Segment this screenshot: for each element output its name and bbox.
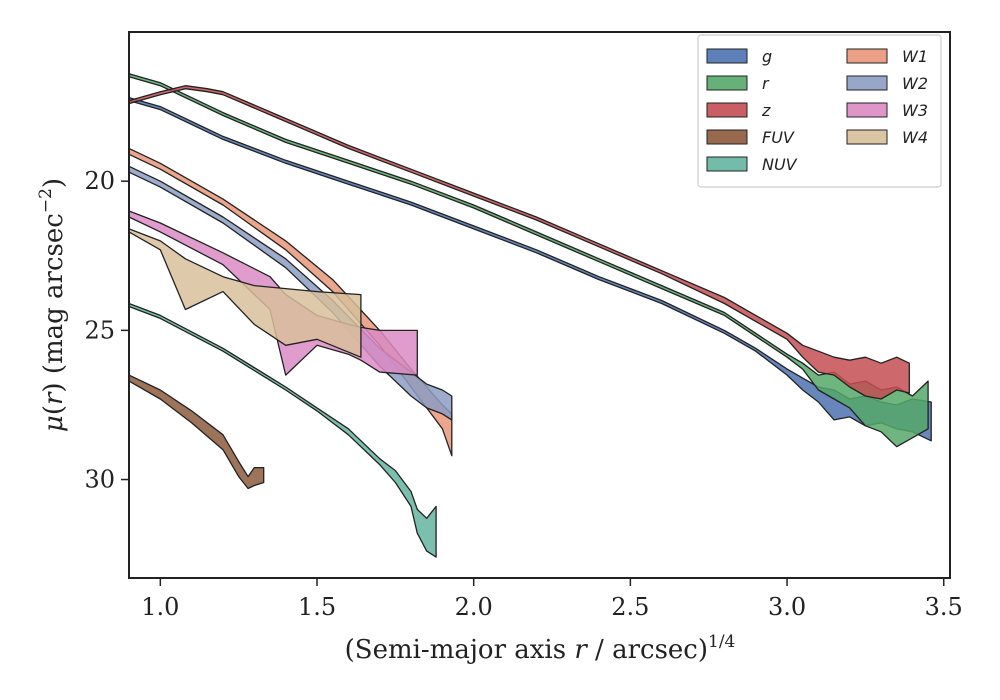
legend-swatch-w2 (846, 75, 888, 91)
x-tick-label: 1.0 (141, 593, 179, 621)
series-band-nuv (128, 302, 437, 558)
legend-label-z: z (761, 101, 771, 120)
legend-label-nuv: NUV (762, 155, 798, 174)
legend-swatch-r (706, 75, 748, 91)
legend-label-w3: W3 (902, 101, 928, 120)
y-axis-label-sup: −2 (36, 188, 56, 213)
series-band-z (128, 85, 910, 400)
legend-swatch-g (706, 48, 748, 64)
y-axis-label-close: ) (mag arcsec (39, 213, 69, 392)
legend-swatch-w1 (846, 48, 888, 64)
series-layer (128, 73, 932, 558)
series-band-w2 (128, 165, 453, 421)
y-tick-label: 20 (84, 167, 115, 195)
x-axis-label-sup: 1/4 (708, 632, 735, 652)
x-tick-label: 1.5 (298, 593, 336, 621)
series-band-w1 (128, 147, 453, 457)
series-band-r (128, 73, 929, 448)
x-axis-label-prefix: (Semi-major axis (345, 635, 575, 665)
x-tick-label: 3.5 (925, 593, 963, 621)
legend-label-r: r (762, 74, 770, 93)
legend: grz FUV NUV W1 W2 W3 W4 (697, 34, 942, 188)
legend-swatch-z (706, 102, 748, 118)
legend-swatch-w3 (846, 102, 888, 118)
x-tick-label: 2.5 (611, 593, 649, 621)
x-tick-label: 3.0 (768, 593, 806, 621)
plot-frame (128, 31, 951, 579)
y-tick-label: 30 (84, 466, 115, 494)
series-band-w4 (128, 228, 362, 358)
x-axis-label-var: r (574, 635, 588, 665)
legend-label-g: g (762, 47, 772, 66)
x-axis-label-mid: / arcsec) (587, 635, 708, 665)
legend-box (697, 34, 942, 188)
ticks-layer: 1.0 1.5 2.0 2.5 3.0 3.5 20 25 30 (84, 167, 962, 621)
x-axis-label: (Semi-major axis r / arcsec)1/4 (345, 632, 736, 665)
y-tick-label: 25 (84, 316, 115, 344)
legend-label-w4: W4 (902, 128, 928, 147)
y-axis-label-open: ( (39, 405, 69, 415)
x-tick-label: 2.0 (455, 593, 493, 621)
legend-swatch-w4 (846, 129, 888, 145)
y-axis-label: μ(r) (mag arcsec−2) (36, 178, 69, 432)
legend-label-w2: W2 (902, 74, 928, 93)
y-axis-label-var: r (39, 391, 69, 405)
legend-label-fuv: FUV (762, 128, 795, 147)
legend-swatch-nuv (706, 156, 748, 172)
legend-swatch-fuv (706, 129, 748, 145)
y-axis-label-mu: μ (39, 415, 69, 432)
legend-label-w1: W1 (902, 47, 928, 66)
series-band-fuv (128, 374, 265, 490)
y-axis-label-end: ) (39, 178, 69, 188)
axes-layer (128, 31, 951, 579)
